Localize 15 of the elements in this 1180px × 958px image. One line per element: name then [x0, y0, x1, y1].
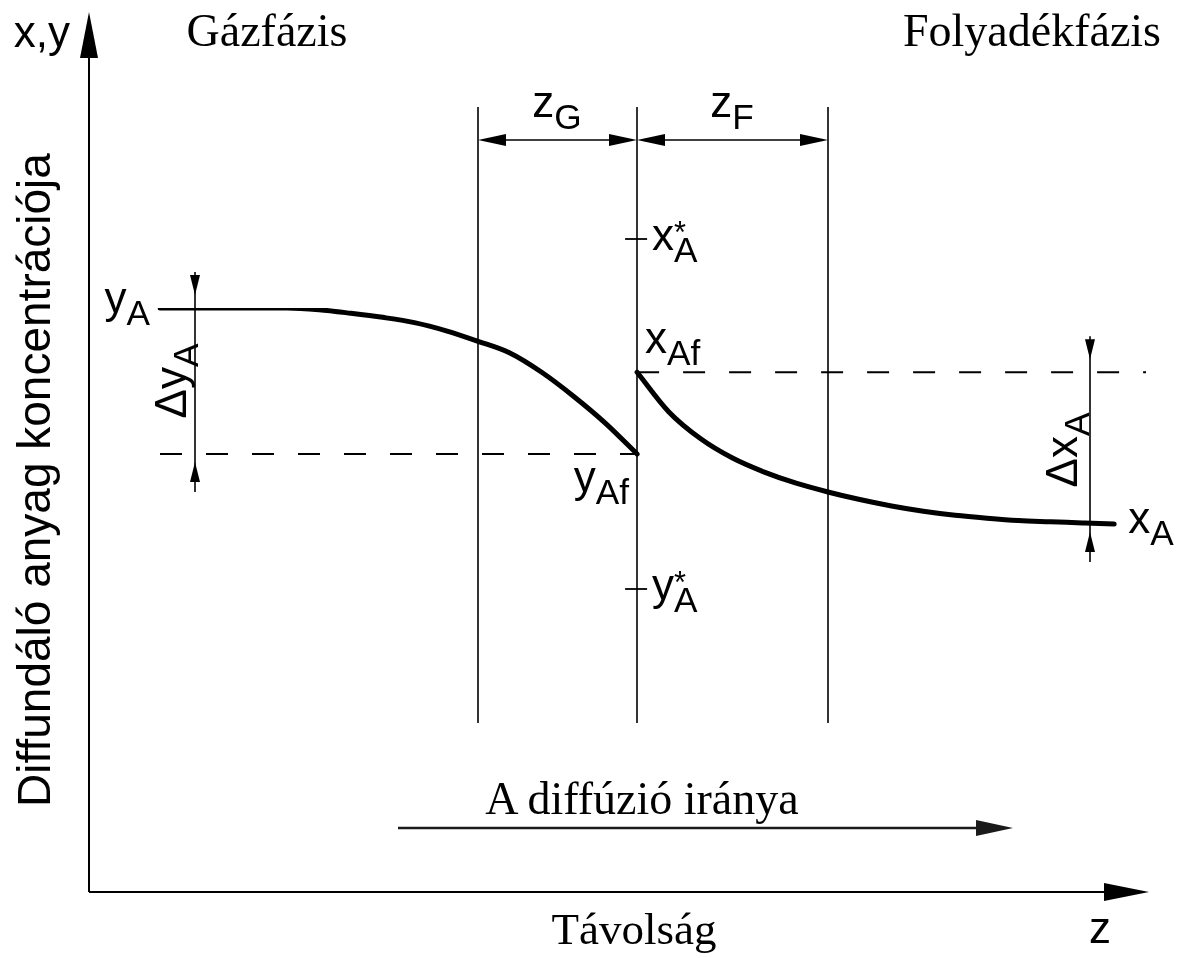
- annotation: y$_{Af}$: [573, 451, 630, 512]
- annotation: x$_{Af}$: [645, 313, 701, 373]
- x-axis-title: Távolság: [551, 903, 717, 954]
- y-axis-title: Diffundáló anyag koncentrációja: [8, 153, 60, 807]
- legend-label: x$_{A}$: [1128, 492, 1174, 553]
- text: z: [1089, 902, 1111, 952]
- text: x$_{A}$*: [652, 209, 698, 270]
- text: z$_{F}$: [710, 76, 754, 137]
- text: Folyadékfázis: [902, 5, 1161, 57]
- annotation: A diffúzió iránya: [485, 773, 799, 825]
- text: Gázfázis: [186, 5, 348, 57]
- annotation: y$_{A}$*: [652, 559, 698, 620]
- text: x,y: [13, 6, 70, 56]
- text: z$_{G}$: [532, 76, 582, 137]
- series-label: y$_{A}$: [104, 272, 150, 333]
